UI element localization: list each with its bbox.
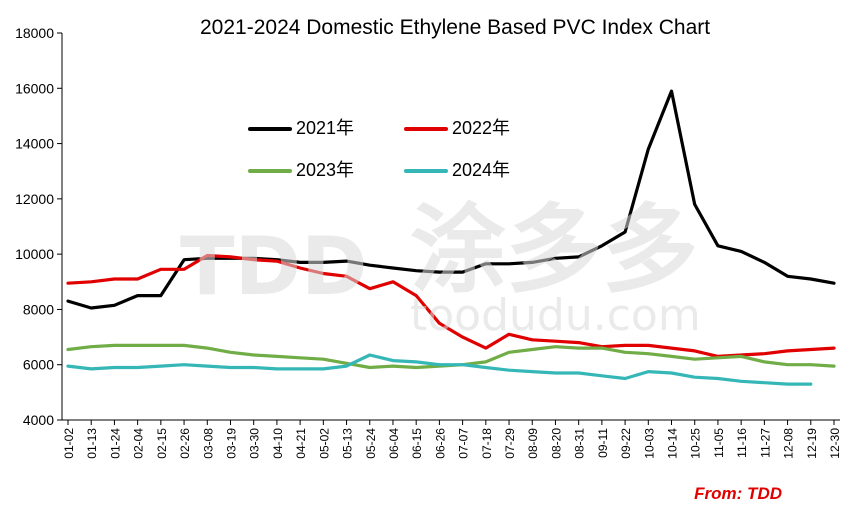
legend-label-2022: 2022年 [452, 118, 511, 138]
x-tick-label: 02-04 [132, 428, 146, 459]
legend-swatch-2021 [248, 127, 292, 132]
x-tick-label: 05-02 [317, 428, 331, 459]
x-tick-label: 12-19 [805, 428, 819, 459]
series-layer [66, 89, 836, 386]
source-note: From: TDD [694, 484, 782, 503]
x-tick-label: 12-08 [782, 428, 796, 459]
x-tick-label: 10-03 [642, 428, 656, 459]
legend-item-2024: 2024年 [404, 156, 510, 182]
x-tick-label: 08-09 [526, 428, 540, 459]
x-tick-label: 07-29 [503, 428, 517, 459]
x-tick-label: 07-07 [457, 428, 471, 459]
y-tick-label: 14000 [15, 136, 54, 152]
y-tick-label: 4000 [23, 412, 54, 428]
axes [61, 33, 840, 421]
y-tick-label: 6000 [23, 357, 54, 373]
x-tick-label: 01-02 [62, 428, 76, 459]
legend-label-2021: 2021年 [296, 118, 355, 138]
legend-item-2022: 2022年 [404, 114, 510, 140]
series-line-2024 [66, 353, 813, 386]
x-tick-label: 05-24 [364, 428, 378, 459]
legend-label-2023: 2023年 [296, 160, 355, 180]
legend-item-2023: 2023年 [248, 156, 354, 182]
x-tick-label: 04-10 [271, 428, 285, 459]
x-tick-label: 11-27 [758, 428, 772, 458]
legend-item-2021: 2021年 [248, 114, 354, 140]
x-tick-label: 11-05 [712, 428, 726, 458]
series-line-2022 [66, 253, 836, 358]
x-tick-label: 06-15 [410, 428, 424, 459]
x-tick-label: 09-11 [596, 428, 610, 458]
y-tick-label: 10000 [15, 246, 54, 262]
x-tick-label: 06-26 [433, 428, 447, 459]
x-tick-label: 03-08 [201, 428, 215, 459]
x-axis-ticks: 01-02 01-13 01-24 02-04 02-15 02-26 03-08 03-19… [62, 420, 842, 459]
y-axis-ticks: 4000 6000 8000 10000 12000 14000 16000 18000 [15, 25, 62, 428]
x-tick-label: 09-22 [619, 428, 633, 459]
x-tick-label: 02-15 [155, 428, 169, 459]
y-tick-label: 16000 [15, 80, 54, 96]
legend-swatch-2022 [404, 127, 448, 132]
x-tick-label: 08-20 [549, 428, 563, 459]
y-tick-label: 12000 [15, 191, 54, 207]
x-tick-label: 01-24 [108, 428, 122, 459]
x-tick-label: 11-16 [735, 428, 749, 458]
x-tick-label: 04-21 [294, 428, 308, 459]
x-tick-label: 07-18 [480, 428, 494, 459]
x-tick-label: 01-13 [85, 428, 99, 459]
y-tick-label: 8000 [23, 301, 54, 317]
x-tick-label: 06-04 [387, 428, 401, 459]
x-tick-label: 03-30 [248, 428, 262, 459]
series-line-2021 [66, 89, 836, 310]
legend-swatch-2024 [404, 169, 448, 174]
x-tick-label: 02-26 [178, 428, 192, 459]
legend-label-2024: 2024年 [452, 160, 511, 180]
x-tick-label: 08-31 [573, 428, 587, 459]
x-tick-label: 10-25 [689, 428, 703, 459]
y-tick-label: 18000 [15, 25, 54, 41]
x-tick-label: 12-30 [828, 428, 842, 459]
x-tick-label: 10-14 [666, 428, 680, 459]
legend-swatch-2023 [248, 169, 292, 174]
chart-title: 2021-2024 Domestic Ethylene Based PVC In… [200, 16, 711, 39]
x-tick-label: 03-19 [224, 428, 238, 459]
x-tick-label: 05-13 [341, 428, 355, 459]
